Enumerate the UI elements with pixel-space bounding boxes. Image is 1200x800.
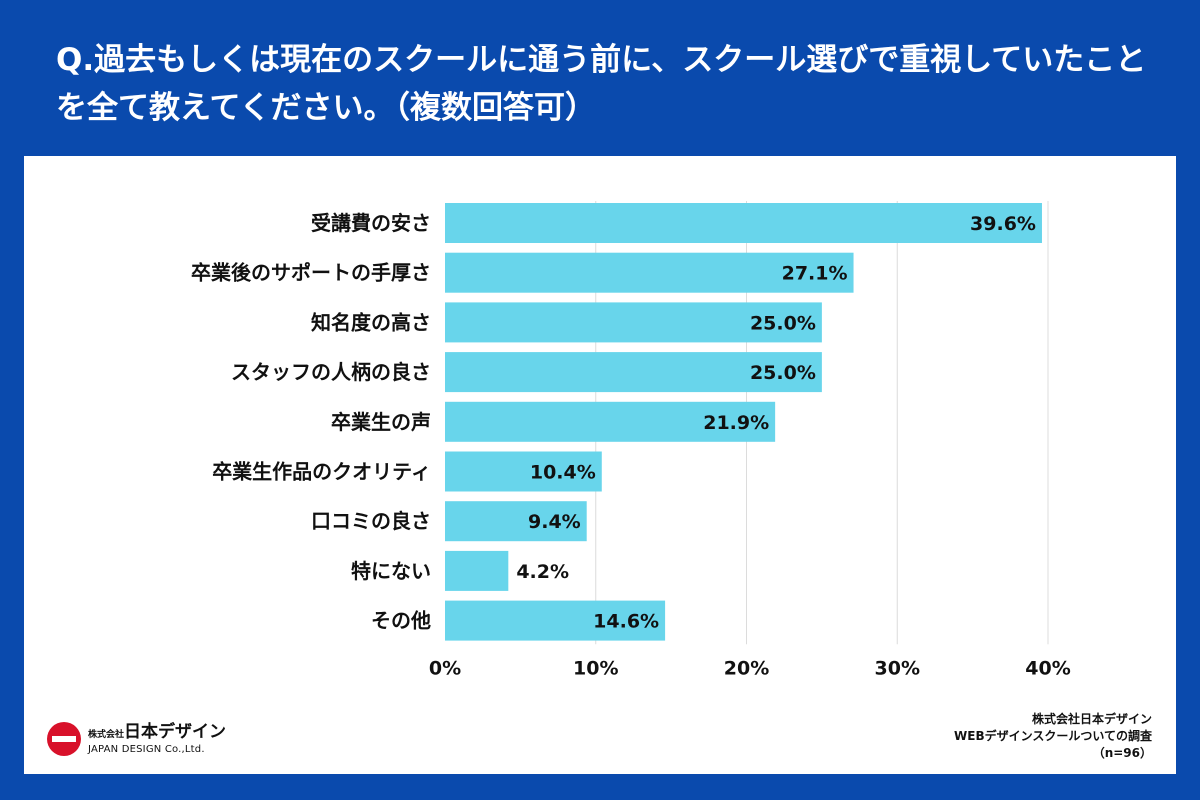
bar [445, 550, 509, 591]
source-company: 株式会社日本デザイン [1031, 712, 1152, 726]
bar [445, 501, 587, 542]
x-tick-label: 0% [429, 657, 461, 679]
category-label: 受講費の安さ [311, 211, 431, 235]
bar-chart: 0% 10% 20% 30% 40% 受講費の安さ 39.6% 卒業後のサポートの手厚さ 27.… [191, 201, 1071, 679]
data-label: 4.2% [516, 561, 569, 583]
bar [445, 203, 1042, 243]
data-label: 10.4% [530, 462, 596, 484]
chart-panel: 0% 10% 20% 30% 40% 受講費の安さ 39.6% 卒業後のサポートの手厚さ 27.… [24, 156, 1176, 774]
data-label: 21.9% [703, 412, 769, 434]
bar [445, 600, 666, 641]
source-survey: WEBデザインスクールついての調査 [954, 729, 1152, 743]
chart-title: Q.過去もしくは現在のスクールに通う前に、スクール選びで重視していたことを全て教… [56, 42, 1147, 126]
data-label: 27.1% [782, 263, 848, 285]
logo-company-name: 日本デザイン [124, 721, 227, 742]
logo-english-name: JAPAN DESIGN Co.,Ltd. [88, 743, 205, 755]
company-logo: 株式会社日本デザイン JAPAN DESIGN Co.,Ltd. [46, 721, 226, 757]
bar [445, 252, 854, 293]
category-label: 卒業生の声 [331, 410, 431, 434]
x-tick-label: 10% [573, 657, 618, 679]
data-label: 39.6% [970, 213, 1036, 235]
bar [445, 352, 822, 393]
category-label: 知名度の高さ [311, 310, 431, 334]
bar [445, 302, 822, 343]
bar [445, 401, 776, 442]
data-label: 9.4% [528, 511, 581, 533]
bar [445, 451, 602, 492]
x-tick-label: 40% [1025, 657, 1070, 679]
logo-mark-icon [47, 722, 81, 756]
category-label: その他 [371, 609, 431, 633]
category-label: 特にない [351, 559, 431, 583]
x-tick-label: 30% [875, 657, 920, 679]
x-tick-label: 20% [724, 657, 769, 679]
data-label: 25.0% [750, 312, 816, 334]
source-note: 株式会社日本デザイン WEBデザインスクールついての調査 （n=96） [954, 711, 1152, 762]
source-sample-size: （n=96） [1092, 746, 1152, 760]
category-label: 卒業生作品のクオリティ [212, 460, 431, 484]
data-label: 25.0% [750, 362, 816, 384]
category-label: 口コミの良さ [311, 509, 431, 533]
logo-company-prefix: 株式会社 [88, 729, 125, 740]
data-label: 14.6% [593, 611, 659, 633]
category-label: 卒業後のサポートの手厚さ [191, 261, 431, 285]
category-label: スタッフの人柄の良さ [231, 360, 431, 384]
